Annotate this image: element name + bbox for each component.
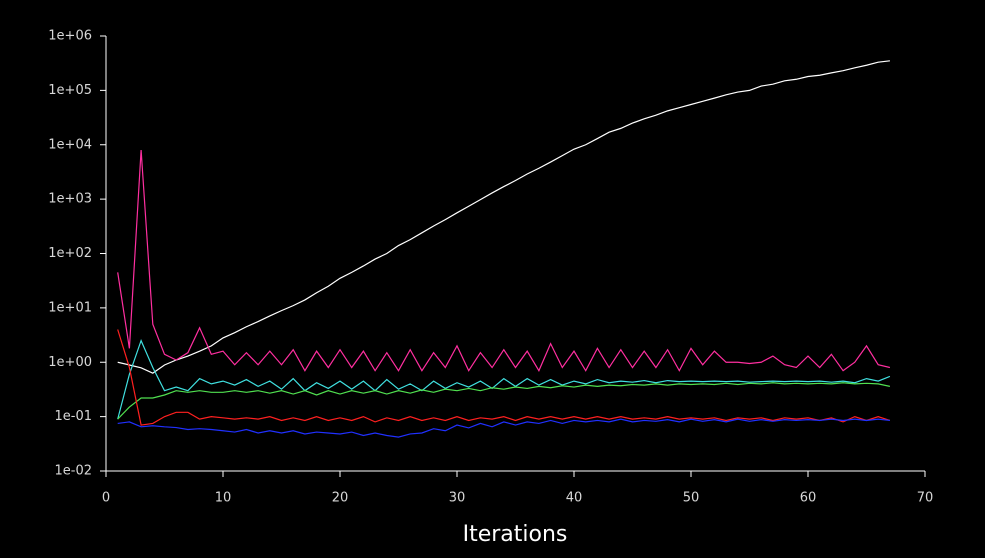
y-tick-label: 1e+01 <box>48 300 92 315</box>
series-line <box>117 338 891 420</box>
x-tick-label: 60 <box>800 491 817 506</box>
x-tick-label: 0 <box>102 491 110 506</box>
series-line <box>117 418 890 438</box>
x-tick-label: 70 <box>917 491 934 506</box>
x-axis-label: Iterations <box>463 522 568 547</box>
x-tick-label: 20 <box>332 491 349 506</box>
y-tick-label: 1e+02 <box>48 246 92 261</box>
x-tick-label: 40 <box>566 491 583 506</box>
series-line <box>117 60 890 374</box>
series-line <box>117 382 891 420</box>
y-tick-label: 1e-02 <box>54 464 92 479</box>
y-tick-label: 1e-01 <box>54 409 92 424</box>
series-line <box>117 149 891 372</box>
y-tick-label: 1e+05 <box>48 83 92 98</box>
x-tick-label: 10 <box>215 491 232 506</box>
y-tick-label: 1e+03 <box>48 192 92 207</box>
y-tick-label: 1e+06 <box>48 29 92 44</box>
y-tick-label: 1e+00 <box>48 355 92 370</box>
x-tick-label: 30 <box>449 491 466 506</box>
y-tick-label: 1e+04 <box>48 137 92 152</box>
series-line <box>117 329 891 426</box>
x-tick-label: 50 <box>683 491 700 506</box>
